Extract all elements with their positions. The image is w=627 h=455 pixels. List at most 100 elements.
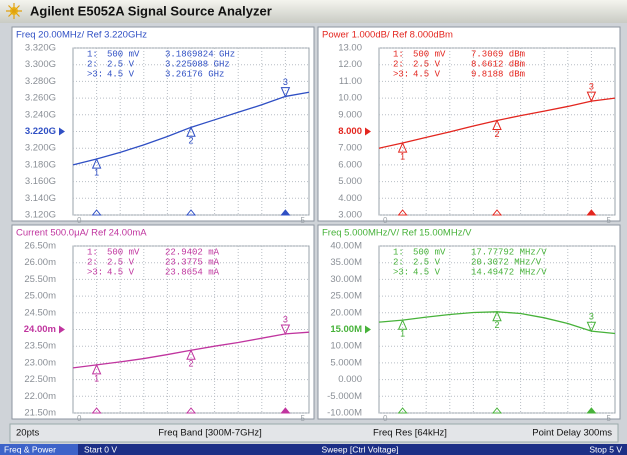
ref-marker <box>59 127 65 136</box>
marker-axis-tick <box>91 407 102 414</box>
y-tick-label: 3.300G <box>25 59 56 70</box>
settings-bar <box>9 423 619 443</box>
y-tick-label: 4.000 <box>338 193 362 204</box>
marker <box>186 349 196 360</box>
y-tick-label: 11.00 <box>339 76 362 87</box>
marker-value: 3.26176 GHz <box>165 69 224 79</box>
marker-axis-tick <box>397 407 408 414</box>
marker <box>492 119 502 130</box>
y-tick-label: 26.50m <box>24 241 56 252</box>
y-tick-label: 20.00M <box>330 307 362 318</box>
marker-x: 500 mV <box>413 247 446 257</box>
y-tick-label: 3.320G <box>25 43 56 54</box>
marker <box>91 157 102 169</box>
marker-name: 2: <box>87 59 98 69</box>
marker-x: 2.5 V <box>413 59 441 69</box>
panel-title: Current 500.0μA/ Ref 24.00mA <box>16 228 147 239</box>
marker-name: 1: <box>87 49 98 59</box>
marker-x: 2.5 V <box>107 59 135 69</box>
panel <box>317 224 621 420</box>
marker-axis-tick <box>491 407 503 414</box>
marker-name: 1: <box>87 247 98 257</box>
panel <box>317 26 621 222</box>
marker-id: 3 <box>283 77 288 87</box>
marker-value: 22.9402 mA <box>165 247 220 257</box>
marker-name: 2: <box>393 59 404 69</box>
marker-id: 3 <box>589 312 594 322</box>
ref-marker <box>59 325 65 334</box>
y-tick-label: 23.50m <box>24 341 56 352</box>
marker-axis-tick <box>397 209 408 216</box>
y-tick-label: 30.00M <box>330 274 362 285</box>
x-tick-label: 5 <box>607 414 612 423</box>
marker-id: 1 <box>400 151 405 161</box>
y-tick-label: 3.240G <box>25 109 56 120</box>
marker-axis-tick <box>586 407 597 414</box>
marker-x: 2.5 V <box>107 257 135 267</box>
marker-value: 8.6612 dBm <box>471 59 525 69</box>
y-tick-label: 3.120G <box>25 210 56 221</box>
y-tick-label: 24.00m <box>24 324 56 335</box>
marker-x: 4.5 V <box>107 267 135 277</box>
marker <box>492 310 502 322</box>
x-tick-label: 0 <box>77 216 82 225</box>
marker-x: 4.5 V <box>413 69 441 79</box>
y-tick-label: 12.00 <box>338 59 362 70</box>
marker <box>186 126 196 137</box>
marker <box>280 87 291 98</box>
setting: Freq Res [64kHz] <box>373 428 447 439</box>
setting: Freq Band [300M-7GHz] <box>158 428 262 439</box>
y-tick-label: 3.280G <box>25 76 56 87</box>
marker-x: 2.5 V <box>413 257 441 267</box>
marker-id: 3 <box>589 82 594 92</box>
y-tick-label: 3.000 <box>338 210 362 221</box>
marker-x: 500 mV <box>107 49 140 59</box>
y-tick-label: 40.00M <box>330 241 362 252</box>
y-tick-label: 22.50m <box>24 374 56 385</box>
y-tick-label: 3.220G <box>25 126 56 137</box>
panel-title: Freq 20.00MHz/ Ref 3.220GHz <box>16 30 147 41</box>
status: Freq & Power <box>4 444 56 454</box>
y-tick-label: 6.000 <box>338 159 362 170</box>
active-status[interactable] <box>0 444 78 455</box>
y-tick-label: 23.00m <box>24 357 56 368</box>
panel-title: Power 1.000dB/ Ref 8.000dBm <box>322 30 453 41</box>
marker-axis-tick <box>491 209 503 216</box>
marker-name: >3: <box>393 267 409 277</box>
app-icon <box>6 3 22 19</box>
marker-axis-tick <box>185 407 197 414</box>
marker-name: 2: <box>87 257 98 267</box>
marker-name: 2: <box>393 257 404 267</box>
marker <box>586 321 597 333</box>
y-tick-label: 24.50m <box>24 307 56 318</box>
marker-value: 9.8188 dBm <box>471 69 525 79</box>
y-tick-label: 15.00M <box>330 324 362 335</box>
status: Sweep [Ctrl Voltage] <box>321 444 398 454</box>
marker <box>91 363 102 375</box>
marker-name: >3: <box>393 69 409 79</box>
marker-id: 3 <box>283 314 288 324</box>
y-tick-label: 5.000 <box>338 176 362 187</box>
marker-value: 17.77792 MHz/V <box>471 247 547 257</box>
y-tick-label: 7.000 <box>338 143 362 154</box>
marker-x: 500 mV <box>413 49 446 59</box>
marker-value: 14.49472 MHz/V <box>471 267 547 277</box>
marker-name: 1: <box>393 247 404 257</box>
marker-name: >3: <box>87 267 103 277</box>
y-tick-label: 22.00m <box>24 391 56 402</box>
marker-id: 2 <box>188 136 193 146</box>
y-tick-label: 10.00M <box>330 341 362 352</box>
marker-axis-tick <box>185 209 197 216</box>
y-tick-label: -10.00M <box>327 408 362 419</box>
panel <box>11 224 315 420</box>
marker-value: 23.8654 mA <box>165 267 220 277</box>
marker-id: 2 <box>494 320 499 330</box>
x-tick-label: 5 <box>301 216 306 225</box>
marker-id: 2 <box>494 129 499 139</box>
marker-axis-tick <box>280 407 291 414</box>
status-bar <box>0 444 627 455</box>
marker <box>586 91 597 103</box>
setting: 20pts <box>16 428 39 439</box>
marker-x: 4.5 V <box>413 267 441 277</box>
setting: Point Delay 300ms <box>532 428 612 439</box>
